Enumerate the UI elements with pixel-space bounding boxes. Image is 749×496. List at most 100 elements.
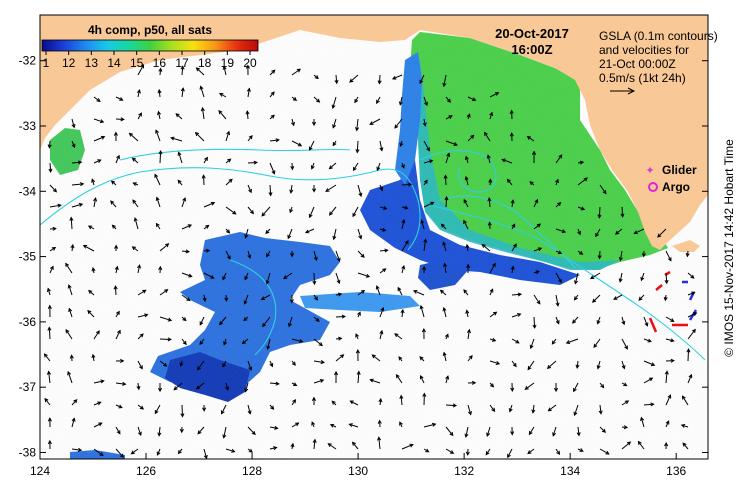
contour-line [429,204,706,361]
velocity-arrow [91,266,96,274]
velocity-arrow [335,272,341,285]
velocity-arrow [507,448,513,459]
velocity-arrow [621,360,626,370]
velocity-arrow [46,370,51,384]
velocity-arrow [665,338,675,343]
velocity-arrow [401,239,409,252]
velocity-arrow [643,402,655,407]
velocity-arrow [181,249,190,254]
velocity-arrow [291,382,298,386]
velocity-arrow [225,382,230,391]
velocity-arrow [486,154,491,164]
velocity-arrow [399,394,404,406]
legend-line-4: 0.5m/s (1kt 24h) [599,71,686,85]
velocity-arrow [371,354,381,362]
velocity-arrow [399,421,403,428]
velocity-arrow [376,162,381,172]
velocity-arrow [335,314,347,319]
velocity-arrow [291,360,296,366]
latitude-axis: -32 -33 -34 -35 -36 -37 -38 [19,54,708,459]
velocity-arrow [489,404,496,413]
velocity-arrow [643,316,649,327]
velocity-arrow [357,272,371,278]
velocity-arrow [573,404,579,417]
velocity-arrow [643,338,652,343]
velocity-arrow [196,360,205,371]
velocity-arrow [49,265,54,274]
velocity-arrow [572,316,579,324]
velocity-arrow [157,426,162,437]
velocity-arrow [181,316,187,322]
velocity-arrow [422,265,427,274]
velocity-arrow [401,443,414,450]
velocity-arrow [369,118,381,125]
timestamp-date: 20-Oct-2017 [495,26,569,41]
velocity-arrow [486,426,491,437]
velocity-arrow [179,426,184,434]
velocity-arrow [177,151,183,164]
velocity-arrow [440,223,447,230]
velocity-arrow [465,309,470,318]
velocity-arrow [423,140,430,152]
velocity-arrow [291,338,304,344]
velocity-arrow [71,399,78,406]
velocity-arrow [328,206,337,216]
velocity-arrow [599,382,605,389]
velocity-arrow [47,439,52,450]
velocity-arrow [533,223,542,230]
velocity-arrow [618,250,623,262]
argo-track-red [648,270,688,333]
velocity-arrow [269,446,278,451]
velocity-arrow [131,246,139,252]
velocity-arrow [355,140,360,154]
velocity-arrow [511,223,516,230]
velocity-arrow [488,178,493,186]
velocity-arrow [423,422,437,428]
velocity-arrow [589,272,601,280]
velocity-arrow [114,244,119,252]
velocity-arrow [199,316,205,326]
velocity-arrow [465,448,470,456]
velocity-arrow [269,162,276,175]
velocity-arrow [312,438,317,450]
velocity-arrow [379,307,385,318]
colorbar-ticks: 1 12 13 14 15 16 17 18 19 20 [43,51,257,70]
velocity-arrow [115,426,121,435]
velocity-arrow [575,360,580,369]
velocity-arrow [643,377,654,384]
velocity-arrow [641,250,646,258]
lon-tick-label: 130 [348,464,368,478]
velocity-arrow [599,448,610,455]
lat-tick-label: -33 [19,119,37,133]
velocity-arrow [313,378,325,384]
velocity-arrow [596,316,601,325]
velocity-arrow [533,270,540,275]
velocity-arrow [465,243,470,252]
colorbar-tick-label: 15 [130,56,144,70]
velocity-arrow [48,162,53,173]
velocity-arrow [511,243,517,252]
velocity-arrow [170,136,183,142]
velocity-arrow [247,360,253,371]
velocity-arrow [244,272,249,281]
velocity-arrow [269,138,280,143]
velocity-arrow [489,337,497,342]
velocity-arrow [553,382,559,393]
velocity-arrow [665,250,672,262]
colorbar-tick-label: 1 [43,56,50,70]
velocity-arrow [597,206,602,219]
velocity-arrow [115,358,125,363]
velocity-arrow [681,395,689,406]
velocity-arrow [687,312,698,318]
velocity-arrow [331,96,337,110]
velocity-arrow [219,316,227,326]
velocity-arrow [65,329,73,340]
velocity-arrow [391,74,403,80]
velocity-arrow [312,272,317,286]
velocity-arrow [640,416,645,428]
velocity-arrow [532,316,537,329]
contour-line [119,148,351,161]
velocity-arrow [82,245,95,252]
velocity-arrow [686,348,691,362]
